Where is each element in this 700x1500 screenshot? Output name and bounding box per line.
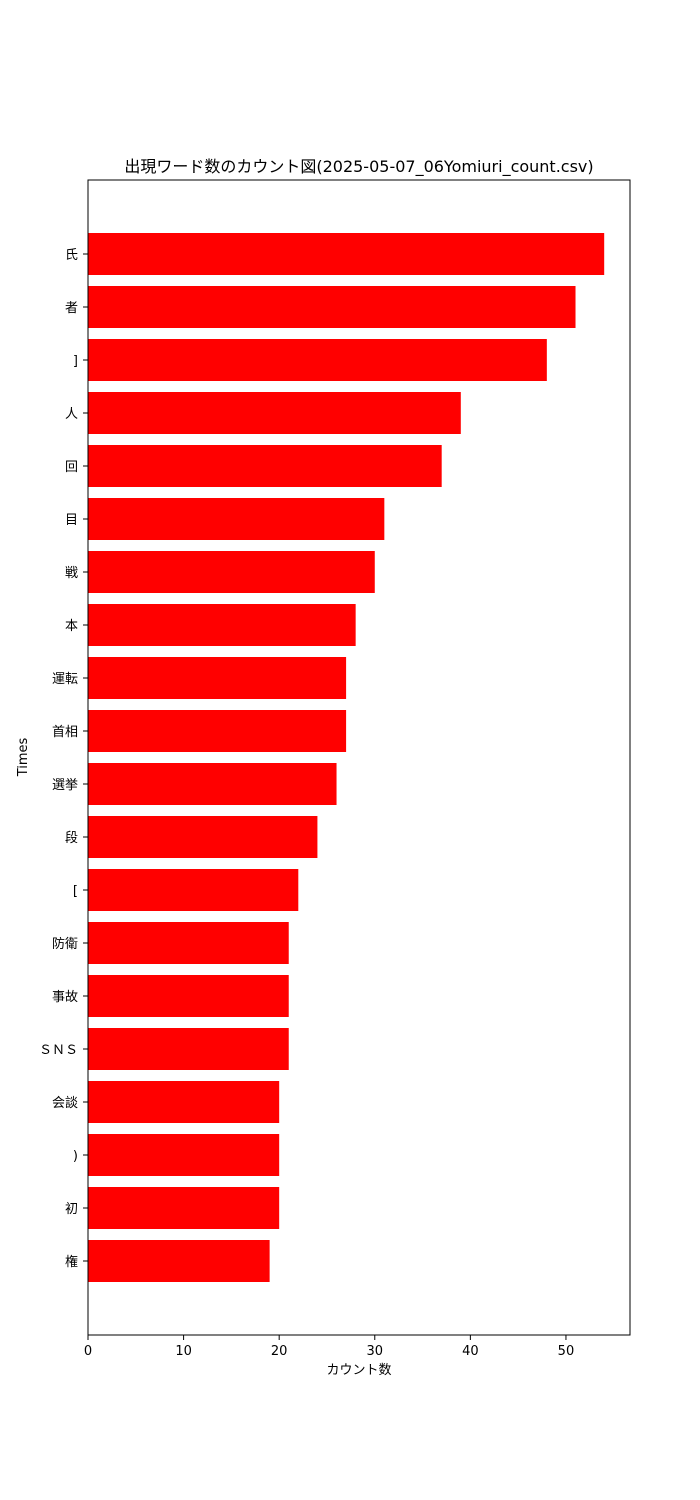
bar — [88, 392, 461, 434]
bar — [88, 1187, 280, 1229]
y-tick-label: 者 — [65, 301, 78, 316]
y-tick-label: [ — [73, 884, 78, 899]
y-tick-label: 戦 — [65, 566, 78, 581]
x-tick-label: 50 — [558, 1344, 575, 1359]
y-tick-label: 権 — [65, 1254, 78, 1270]
bar — [88, 339, 547, 381]
y-axis-label: Times — [16, 737, 31, 777]
bar — [88, 869, 299, 911]
y-tick-label: 防衛 — [52, 936, 78, 952]
y-tick-label: 会談 — [52, 1095, 78, 1111]
bar — [88, 922, 289, 964]
bar — [88, 763, 337, 805]
bar — [88, 604, 356, 646]
x-axis-label: カウント数 — [326, 1363, 391, 1378]
plot-frame — [87, 179, 631, 1336]
y-tick-label: 段 — [65, 831, 78, 846]
y-tick-label: ] — [73, 354, 78, 369]
y-tick-label: ) — [73, 1149, 78, 1164]
bar — [88, 975, 289, 1017]
y-tick-label: 首相 — [52, 725, 78, 740]
y-tick-label: 本 — [65, 619, 78, 634]
y-tick-label: 初 — [65, 1202, 78, 1217]
x-tick-labels-group: 0 10 20 30 40 50 — [84, 1335, 574, 1359]
bar — [88, 1028, 289, 1070]
x-tick-label: 20 — [271, 1344, 288, 1359]
bar — [88, 1134, 280, 1176]
y-tick-label: ＳＮＳ — [39, 1043, 78, 1058]
bar — [88, 710, 347, 752]
bar — [88, 816, 318, 858]
bar — [88, 551, 375, 593]
x-tick-label: 40 — [462, 1344, 479, 1359]
bar — [88, 286, 576, 328]
y-tick-label: 氏 — [65, 248, 78, 263]
y-tick-label: 事故 — [52, 990, 78, 1005]
y-tick-label: 回 — [65, 460, 78, 475]
x-tick-label: 0 — [84, 1344, 92, 1359]
bar — [88, 498, 385, 540]
y-tick-label: 人 — [65, 407, 78, 422]
bar — [88, 445, 442, 487]
y-tick-label: 選挙 — [52, 778, 78, 793]
x-tick-label: 30 — [366, 1344, 383, 1359]
x-tick-label: 10 — [175, 1344, 192, 1359]
y-tick-label: 運転 — [52, 672, 78, 687]
bar — [88, 1240, 270, 1282]
bar — [88, 1081, 280, 1123]
y-tick-label: 目 — [65, 513, 78, 528]
bar — [88, 657, 347, 699]
chart-title: 出現ワード数のカウント図(2025-05-07_06Yomiuri_count.… — [124, 157, 593, 177]
bars-group — [88, 233, 605, 1282]
bar — [88, 233, 605, 275]
